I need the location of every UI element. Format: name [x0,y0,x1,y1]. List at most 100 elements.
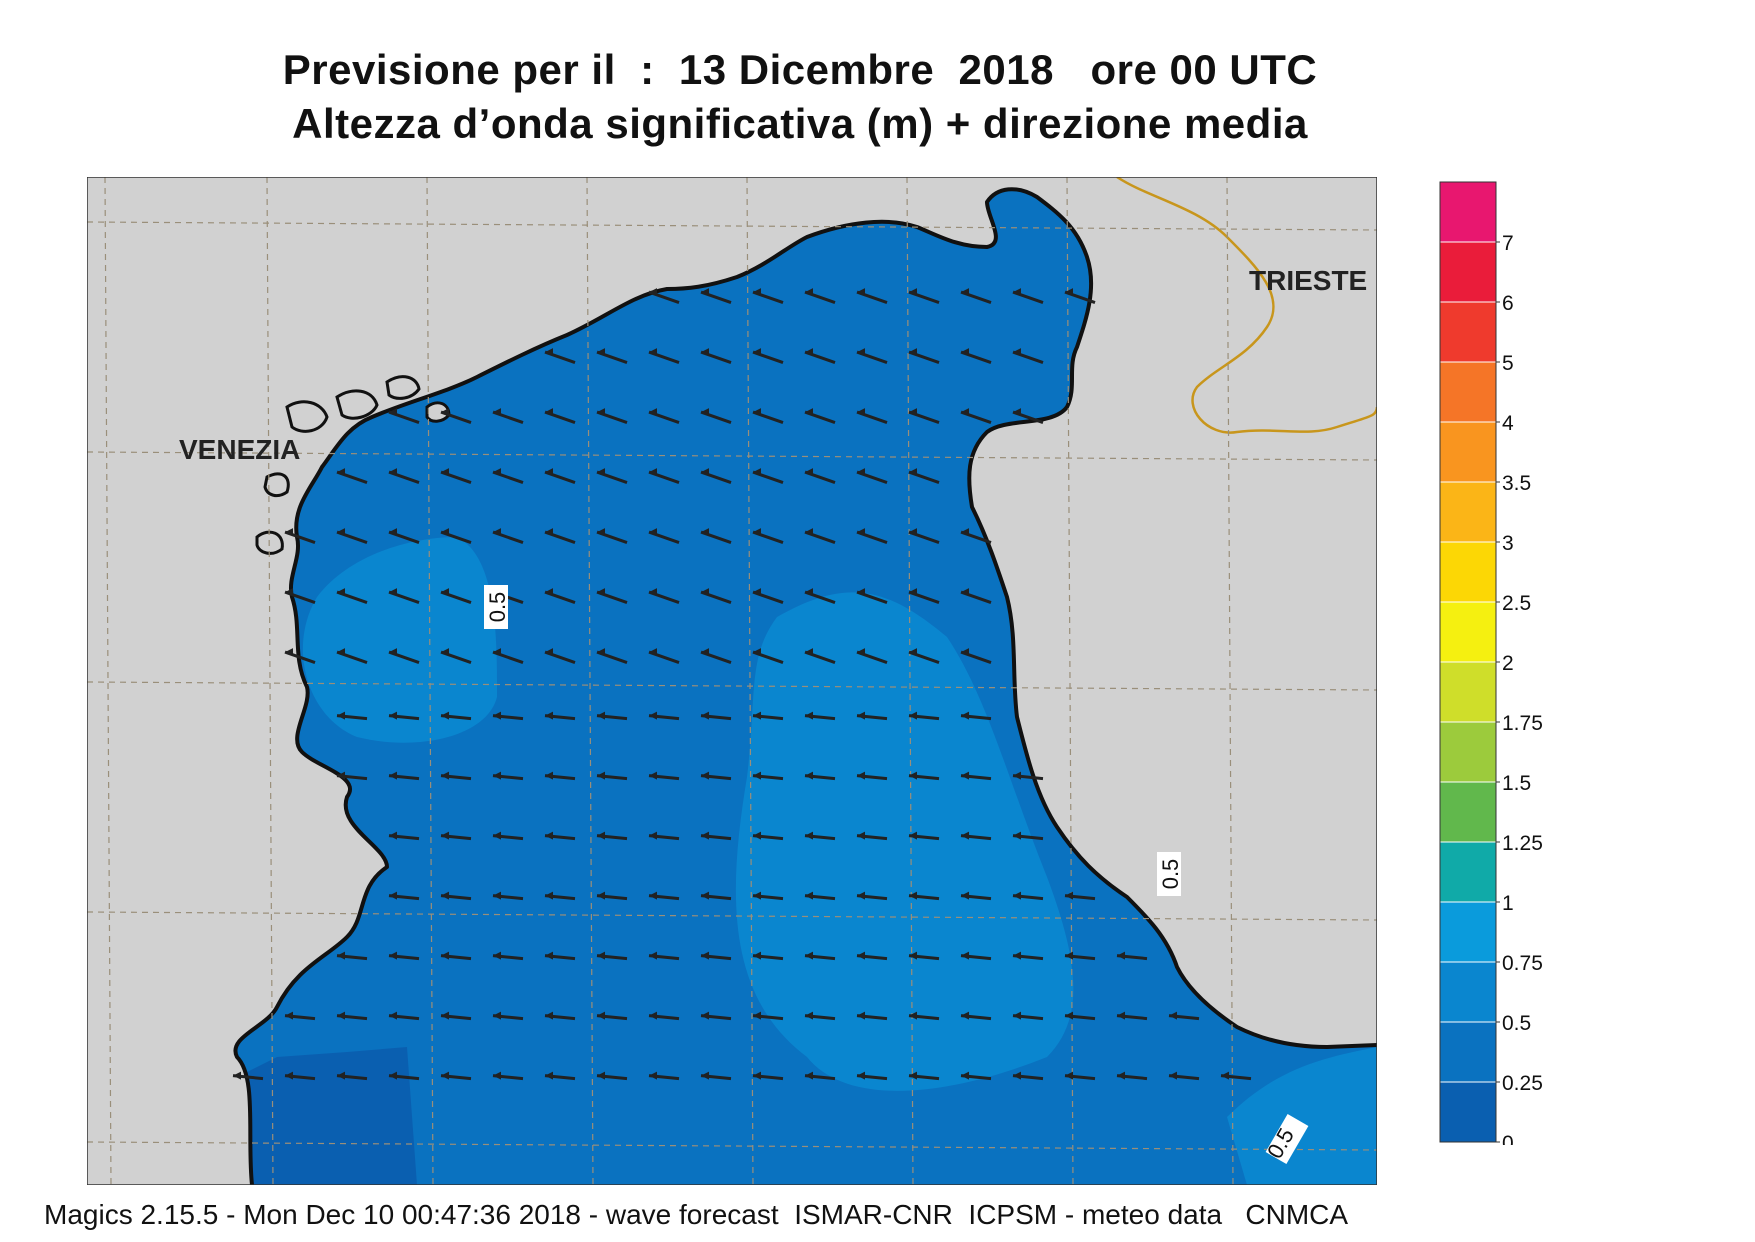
wave-arrow [804,951,836,961]
wave-arrow [544,951,576,961]
wave-arrow [544,1071,576,1081]
legend-cell [1439,721,1497,783]
wave-arrow [544,528,576,545]
wave-arrow [856,468,888,485]
wave-arrow [648,648,680,665]
wave-arrow [960,648,992,665]
grid-meridian [1226,177,1234,1185]
wave-arrow [700,831,732,841]
wave-arrow [700,588,732,605]
wave-arrow [804,648,836,665]
sea-light-band-southeast [1227,1047,1377,1185]
wave-arrow [752,831,784,841]
political-border [1116,177,1377,434]
legend-cell [1439,841,1497,903]
legend-tick-label: 4 [1502,412,1514,435]
wave-arrow [596,831,628,841]
wave-height-map: VENEZIA TRIESTE 0.5 0.5 0.5 [87,177,1377,1185]
wave-arrow [700,528,732,545]
legend-tick-label: 1.25 [1502,832,1543,855]
wave-arrow [856,408,888,425]
wave-arrow [336,951,368,961]
wave-arrow [596,1011,628,1021]
wave-arrow [1012,1071,1044,1081]
wave-arrow [700,468,732,485]
wave-arrow [960,1071,992,1081]
legend-cell [1439,241,1497,303]
wave-arrow [388,408,420,425]
wave-arrow [544,831,576,841]
legend-cell [1439,1021,1497,1083]
wave-arrow [856,288,888,305]
legend-tick-label: 3.5 [1502,472,1531,495]
contour-label-2: 0.5 [1157,852,1183,896]
wave-arrow [804,831,836,841]
wave-arrow [908,528,940,545]
wave-arrow [544,711,576,721]
wave-arrow [752,711,784,721]
wave-arrow [492,1011,524,1021]
wave-arrow [440,951,472,961]
wave-arrow [492,831,524,841]
wave-arrow [336,771,368,781]
wave-arrow [700,1011,732,1021]
wave-arrow [856,528,888,545]
wave-arrow [336,1071,368,1081]
wave-arrow [1012,831,1044,841]
wave-arrow [804,468,836,485]
wave-arrow [908,711,940,721]
wave-arrow [1220,1071,1252,1081]
wave-arrow [440,468,472,485]
legend-cell [1439,181,1497,243]
wave-arrow [544,588,576,605]
wave-arrow [908,1071,940,1081]
wave-arrow [1012,408,1044,425]
legend-tick-label: 0 [1502,1132,1514,1145]
wave-arrow [908,648,940,665]
wave-arrow [648,771,680,781]
legend-cell [1439,301,1497,363]
wave-arrow [440,1011,472,1021]
wave-arrow [648,468,680,485]
wave-arrow [700,951,732,961]
wave-arrow [908,831,940,841]
wave-arrow [960,951,992,961]
wave-arrow [960,528,992,545]
legend-tick-label: 0.25 [1502,1072,1543,1095]
wave-arrow [388,951,420,961]
wave-arrow [804,771,836,781]
wave-arrow [804,348,836,365]
legend-tick-label: 3 [1502,532,1514,555]
wave-arrow [336,528,368,545]
wave-arrow [284,588,316,605]
svg-text:0.5: 0.5 [1158,859,1183,890]
legend-tick-label: 0.5 [1502,1012,1531,1035]
wave-arrow [960,711,992,721]
wave-arrow [596,408,628,425]
wave-arrow [752,771,784,781]
wave-arrow [1064,1011,1096,1021]
wave-arrow [648,408,680,425]
wave-arrow [1012,1011,1044,1021]
wave-arrow [596,891,628,901]
wave-arrow [648,831,680,841]
wave-arrow [232,1071,264,1081]
wave-arrow [856,1011,888,1021]
title-line-1: Previsione per il : 13 Dicembre 2018 ore… [282,46,1318,93]
wave-arrow [440,831,472,841]
wave-arrow [1064,951,1096,961]
wave-arrow [492,771,524,781]
wave-arrow [388,831,420,841]
wave-arrow [544,648,576,665]
wave-arrow [336,648,368,665]
wave-arrow [596,771,628,781]
wave-arrow [960,408,992,425]
wave-arrow [336,711,368,721]
wave-arrow [440,408,472,425]
wave-arrow [596,528,628,545]
wave-arrow [492,468,524,485]
wave-arrow [752,648,784,665]
wave-arrow [492,648,524,665]
wave-arrow [1012,771,1044,781]
wave-arrow [1012,951,1044,961]
